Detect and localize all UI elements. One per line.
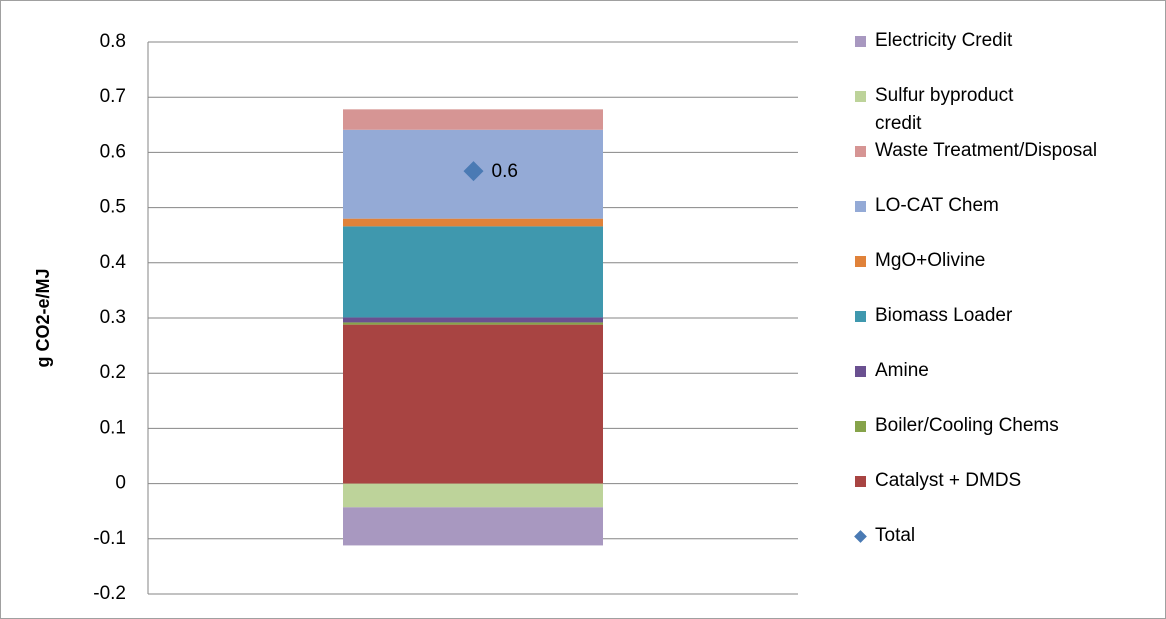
y-tick-label: 0.1 — [100, 417, 126, 438]
legend-label: Catalyst + DMDS — [875, 470, 1022, 491]
y-tick-label: -0.1 — [93, 528, 126, 549]
legend-label: Sulfur byproduct credit — [875, 85, 1014, 134]
legend-label: Electricity Credit — [875, 30, 1013, 51]
legend-label: MgO+Olivine — [875, 250, 986, 271]
bar-segment — [343, 109, 603, 130]
y-tick-label: 0.4 — [100, 252, 127, 273]
legend-swatch — [855, 311, 866, 322]
legend-swatch — [855, 366, 866, 377]
legend-swatch — [855, 91, 866, 102]
y-axis-label: g CO2-e/MJ — [33, 268, 53, 367]
y-tick-label: -0.2 — [93, 583, 126, 604]
bar-segment — [343, 322, 603, 325]
y-tick-label: 0.6 — [100, 141, 126, 162]
y-tick-label: 0.3 — [100, 307, 126, 328]
bar-segment — [343, 324, 603, 484]
data-label: 0.6 — [492, 161, 518, 182]
legend-label: Amine — [875, 360, 929, 381]
y-tick-label: 0.2 — [100, 362, 126, 383]
legend-label: LO-CAT Chem — [875, 195, 999, 216]
y-tick-label: 0.7 — [100, 86, 126, 107]
y-tick-label: 0.8 — [100, 31, 126, 52]
bar-segment — [343, 507, 603, 546]
total-marker — [463, 161, 484, 182]
y-tick-label: 0 — [115, 473, 126, 494]
legend-swatch — [855, 421, 866, 432]
bar-segment — [343, 226, 603, 318]
bar-segment — [343, 317, 603, 323]
legend-swatch — [855, 476, 866, 487]
legend-label: Biomass Loader — [875, 305, 1013, 326]
legend-swatch — [855, 256, 866, 267]
legend-swatch — [855, 146, 866, 157]
legend-label: Boiler/Cooling Chems — [875, 415, 1059, 436]
bar-segment — [343, 483, 603, 508]
legend-label: Total — [875, 525, 916, 546]
legend-label: Waste Treatment/Disposal — [875, 140, 1098, 161]
legend-swatch — [855, 201, 866, 212]
legend-swatch — [855, 36, 866, 47]
y-tick-label: 0.5 — [100, 197, 126, 218]
bar-segment — [343, 218, 603, 227]
